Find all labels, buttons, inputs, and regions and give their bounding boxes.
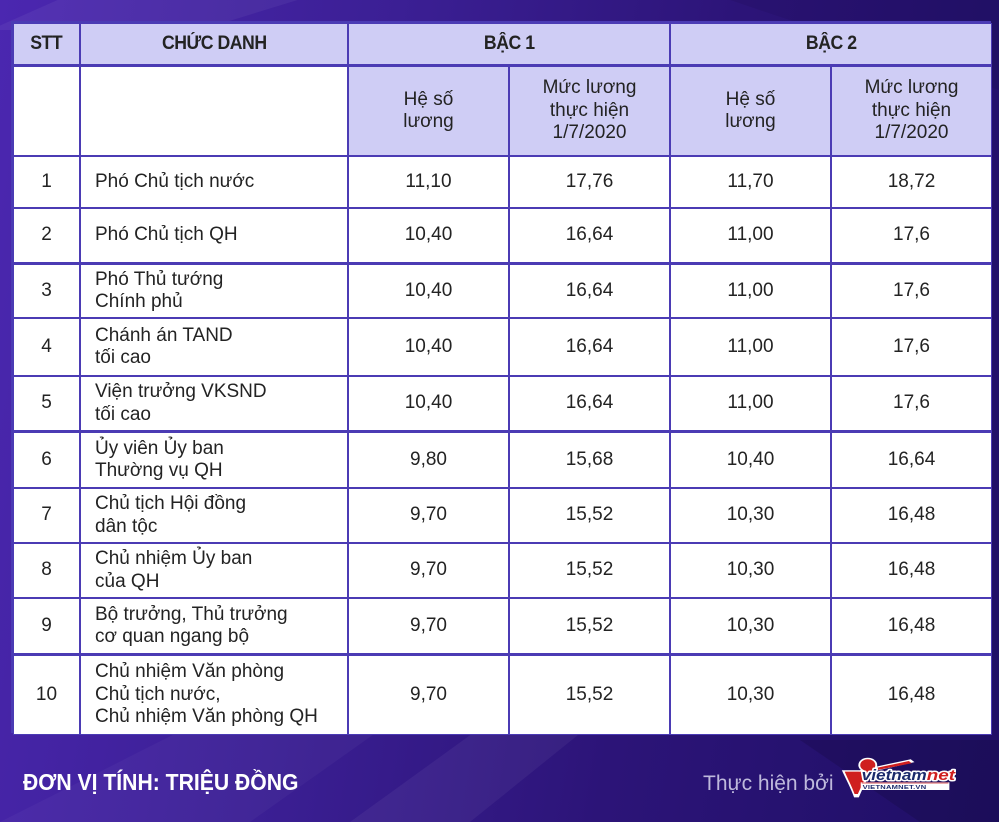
svg-text:VIETNAMNET.VN: VIETNAMNET.VN [863, 785, 927, 791]
svg-text:net: net [927, 767, 956, 783]
svg-text:vietnam: vietnam [862, 767, 927, 783]
